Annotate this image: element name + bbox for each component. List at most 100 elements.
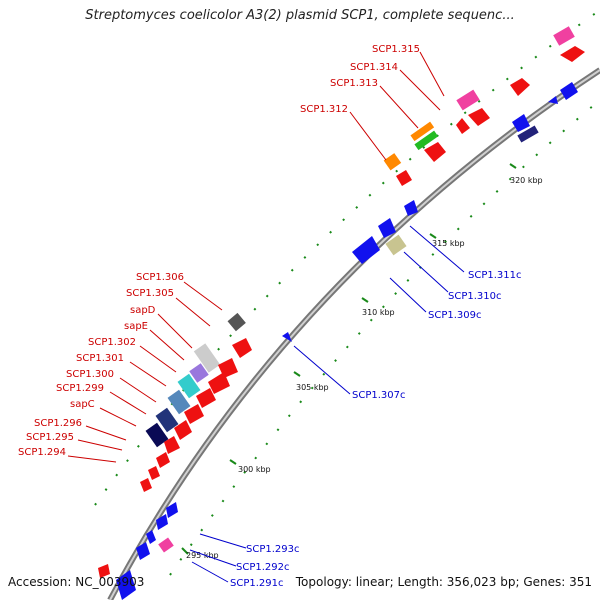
leader-scp1-302 (139, 345, 177, 373)
leader-sapd (157, 313, 193, 349)
tick-marks: 295 kbp 300 kbp 305 kbp 310 kbp 315 kbp … (181, 163, 543, 560)
tick-315 (429, 233, 437, 239)
tick-label-320: 320 kbp (510, 176, 543, 185)
accession-text: Accession: NC_003903 (8, 575, 145, 589)
forward-leaders (67, 51, 445, 463)
feature-scp1-302[interactable] (177, 373, 201, 399)
forward-labels: SCP1.315 SCP1.314 SCP1.313 SCP1.312 SCP1… (18, 44, 420, 458)
feature-scp1-316[interactable] (560, 46, 585, 62)
label-scp1-300: SCP1.300 (66, 369, 114, 380)
leader-scp1-293c (199, 533, 247, 549)
leader-scp1-309c (389, 277, 427, 313)
leader-scp1-299 (109, 391, 147, 415)
leader-scp1-301 (129, 361, 167, 387)
leader-scp1-294 (67, 455, 117, 463)
tick-320 (509, 163, 517, 169)
feature-scp1-296[interactable] (164, 436, 180, 454)
feature-scp1-291c-pink[interactable] (158, 537, 174, 553)
feature-scp1-319c[interactable] (548, 96, 558, 104)
feature-scp1-311[interactable] (396, 170, 412, 186)
leader-sapc (99, 407, 137, 427)
leader-sape (149, 329, 185, 361)
label-scp1-315: SCP1.315 (372, 44, 420, 55)
label-scp1-294: SCP1.294 (18, 447, 66, 458)
tick-305 (293, 371, 301, 377)
feature-scp1-293[interactable] (140, 478, 152, 492)
feature-scp1-292c[interactable] (146, 530, 156, 544)
feature-sapc[interactable] (184, 404, 204, 424)
feature-scp1-312c[interactable] (404, 200, 418, 216)
feature-scp1-313a[interactable] (456, 118, 470, 134)
leader-scp1-311c (409, 225, 465, 273)
feature-scp1-295[interactable] (156, 452, 170, 468)
genome-summary: Topology: linear; Length: 356,023 bp; Ge… (295, 575, 592, 589)
feature-scp1-309c[interactable] (352, 236, 380, 264)
label-scp1-296: SCP1.296 (34, 418, 82, 429)
tick-310 (361, 297, 369, 303)
feature-scp1-318c[interactable] (560, 82, 578, 100)
feature-scp1-290c[interactable] (116, 570, 136, 600)
feature-scp1-311c[interactable] (378, 218, 396, 238)
feature-scp1-306[interactable] (227, 312, 246, 332)
feature-scp1-307c[interactable] (282, 332, 292, 342)
label-scp1-301: SCP1.301 (76, 353, 124, 364)
label-sape: sapE (124, 321, 148, 332)
label-scp1-293c: SCP1.293c (246, 544, 300, 555)
tick-label-295: 295 kbp (186, 551, 219, 560)
tick-300 (229, 459, 237, 465)
feature-scp1-305[interactable] (232, 338, 252, 358)
feature-scp1-298[interactable] (196, 388, 216, 408)
feature-scp1-291c[interactable] (136, 542, 150, 560)
label-scp1-292c: SCP1.292c (236, 562, 290, 573)
feature-scp1-300[interactable] (155, 407, 179, 433)
feature-sapd[interactable] (193, 343, 221, 373)
leader-scp1-310c (403, 251, 449, 293)
leader-scp1-312 (349, 111, 387, 161)
feature-scp1-312[interactable] (383, 153, 402, 171)
feature-scp1-290[interactable] (98, 564, 110, 578)
label-scp1-306: SCP1.306 (136, 272, 184, 283)
reverse-leaders (189, 225, 465, 583)
leader-scp1-307c (293, 345, 351, 395)
feature-scp1-314[interactable] (456, 89, 480, 111)
feature-scp1-313[interactable] (410, 121, 435, 142)
guide-arc-inner (169, 99, 600, 576)
feature-scp1-310c[interactable] (385, 234, 407, 256)
feature-scp1-303[interactable] (208, 372, 230, 394)
reverse-labels: SCP1.311c SCP1.310c SCP1.309c SCP1.307c … (230, 270, 522, 589)
leader-scp1-292c (189, 549, 237, 567)
tick-label-300: 300 kbp (238, 465, 271, 474)
map-title: Streptomyces coelicolor A3(2) plasmid SC… (85, 8, 515, 23)
feature-scp1-293c[interactable] (156, 514, 168, 530)
feature-scp1-313b[interactable] (468, 108, 490, 126)
feature-scp1-315[interactable] (553, 26, 575, 46)
label-scp1-295: SCP1.295 (26, 432, 74, 443)
forward-features (98, 26, 585, 578)
label-scp1-299: SCP1.299 (56, 383, 104, 394)
leader-scp1-300 (119, 377, 157, 403)
label-scp1-309c: SCP1.309c (428, 310, 482, 321)
feature-scp1-301[interactable] (167, 389, 191, 415)
feature-scp1-317[interactable] (510, 78, 530, 96)
feature-scp1-313c[interactable] (414, 130, 439, 151)
genome-backbone-highlight (109, 69, 600, 600)
label-scp1-310c: SCP1.310c (448, 291, 502, 302)
feature-scp1-294c[interactable] (166, 502, 178, 518)
feature-scp1-312b[interactable] (424, 142, 446, 162)
feature-scp1-317c[interactable] (512, 114, 530, 132)
feature-scp1-299[interactable] (145, 422, 169, 448)
feature-sape[interactable] (189, 363, 209, 383)
leader-scp1-295 (77, 439, 123, 451)
tick-label-305: 305 kbp (296, 383, 329, 392)
feature-scp1-316c[interactable] (517, 125, 539, 143)
reverse-features (116, 82, 578, 600)
leader-scp1-313 (379, 85, 419, 129)
label-scp1-307c: SCP1.307c (352, 390, 406, 401)
label-scp1-302: SCP1.302 (88, 337, 136, 348)
leader-scp1-314 (399, 69, 441, 111)
feature-scp1-297[interactable] (174, 420, 192, 440)
label-scp1-291c: SCP1.291c (230, 578, 284, 589)
feature-scp1-294[interactable] (148, 466, 160, 480)
label-scp1-312: SCP1.312 (300, 104, 348, 115)
